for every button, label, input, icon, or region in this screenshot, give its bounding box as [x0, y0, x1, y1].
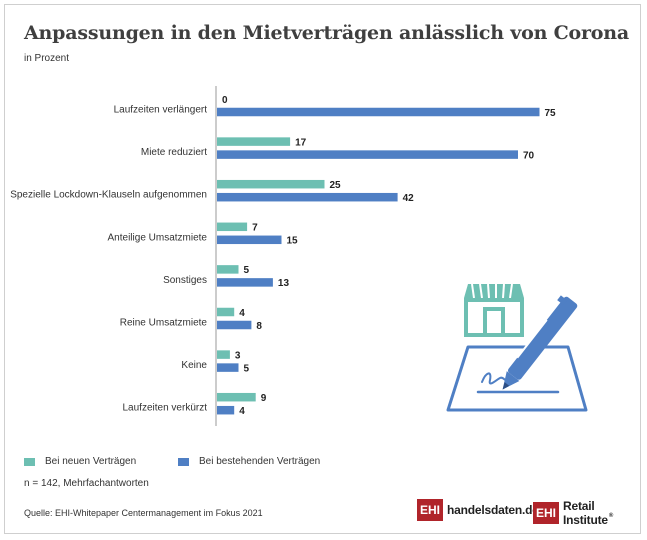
value-label: 75 [545, 108, 557, 119]
source-text: Quelle: EHI-Whitepaper Centermanagement … [24, 508, 263, 518]
bar-new-contracts [217, 350, 230, 359]
legend-item-new: Bei neuen Verträgen [24, 456, 136, 467]
chart-frame [4, 4, 641, 534]
ehi-retail-institute-logo[interactable]: EHI Retail Institute® [533, 499, 647, 527]
bar-new-contracts [217, 307, 235, 317]
bar-existing-contracts [217, 107, 540, 117]
value-label: 70 [523, 150, 535, 161]
category-label: Anteilige Umsatzmiete [108, 232, 208, 243]
category-label: Reine Umsatzmiete [120, 318, 208, 329]
bar-existing-contracts [217, 320, 252, 330]
legend-swatch-new [24, 457, 35, 466]
category-label: Laufzeiten verlängert [114, 105, 208, 116]
value-label: 3 [235, 350, 241, 361]
bar-existing-contracts [217, 150, 518, 159]
bar-existing-contracts [217, 235, 282, 245]
value-label: 9 [261, 393, 267, 404]
category-label: Sonstiges [163, 275, 207, 286]
handelsdaten-text: handelsdaten.de [447, 503, 539, 517]
storefront-signing-contract-icon [446, 283, 588, 412]
ehi-badge-retail: EHI [533, 502, 560, 524]
value-label: 25 [330, 180, 342, 191]
value-label: 13 [278, 278, 290, 289]
value-label: 5 [244, 265, 250, 276]
value-label: 17 [295, 137, 307, 148]
sample-note: n = 142, Mehrfachantworten [24, 478, 149, 489]
handelsdaten-logo[interactable]: EHI handelsdaten.de [417, 499, 539, 521]
chart-title: Anpassungen in den Mietverträgen anlässl… [24, 22, 630, 44]
bar-new-contracts [217, 222, 248, 232]
legend-item-existing: Bei bestehenden Verträgen [178, 456, 320, 467]
bar-new-contracts [217, 392, 256, 402]
bar-existing-contracts [217, 192, 398, 202]
value-label: 8 [256, 321, 262, 332]
registered-mark: ® [608, 513, 614, 519]
value-label: 15 [287, 236, 299, 247]
bar-new-contracts [217, 179, 325, 189]
value-label: 4 [239, 308, 245, 319]
legend-swatch-existing [178, 457, 189, 466]
bar-new-contracts [217, 265, 239, 274]
bar-new-contracts [217, 137, 291, 146]
bar-existing-contracts [217, 278, 273, 287]
category-label: Miete reduziert [141, 147, 207, 158]
category-label: Keine [181, 360, 207, 371]
bar-existing-contracts [217, 405, 235, 415]
value-label: 0 [222, 95, 228, 106]
category-label: Spezielle Lockdown-Klauseln aufgenommen [10, 190, 207, 201]
bars-group [217, 107, 540, 415]
legend-label-existing: Bei bestehenden Verträgen [199, 456, 321, 467]
value-label: 42 [403, 193, 415, 204]
retail-institute-label: Retail Institute [563, 499, 608, 527]
bar-existing-contracts [217, 363, 239, 372]
category-label: Laufzeiten verkürzt [123, 403, 208, 414]
value-label: 4 [239, 406, 245, 417]
legend-label-new: Bei neuen Verträgen [45, 456, 137, 467]
value-label: 7 [252, 223, 258, 234]
chart-subtitle: in Prozent [24, 53, 70, 64]
ehi-badge: EHI [417, 499, 444, 521]
retail-institute-text: Retail Institute® [563, 499, 647, 527]
value-label: 5 [244, 363, 250, 374]
